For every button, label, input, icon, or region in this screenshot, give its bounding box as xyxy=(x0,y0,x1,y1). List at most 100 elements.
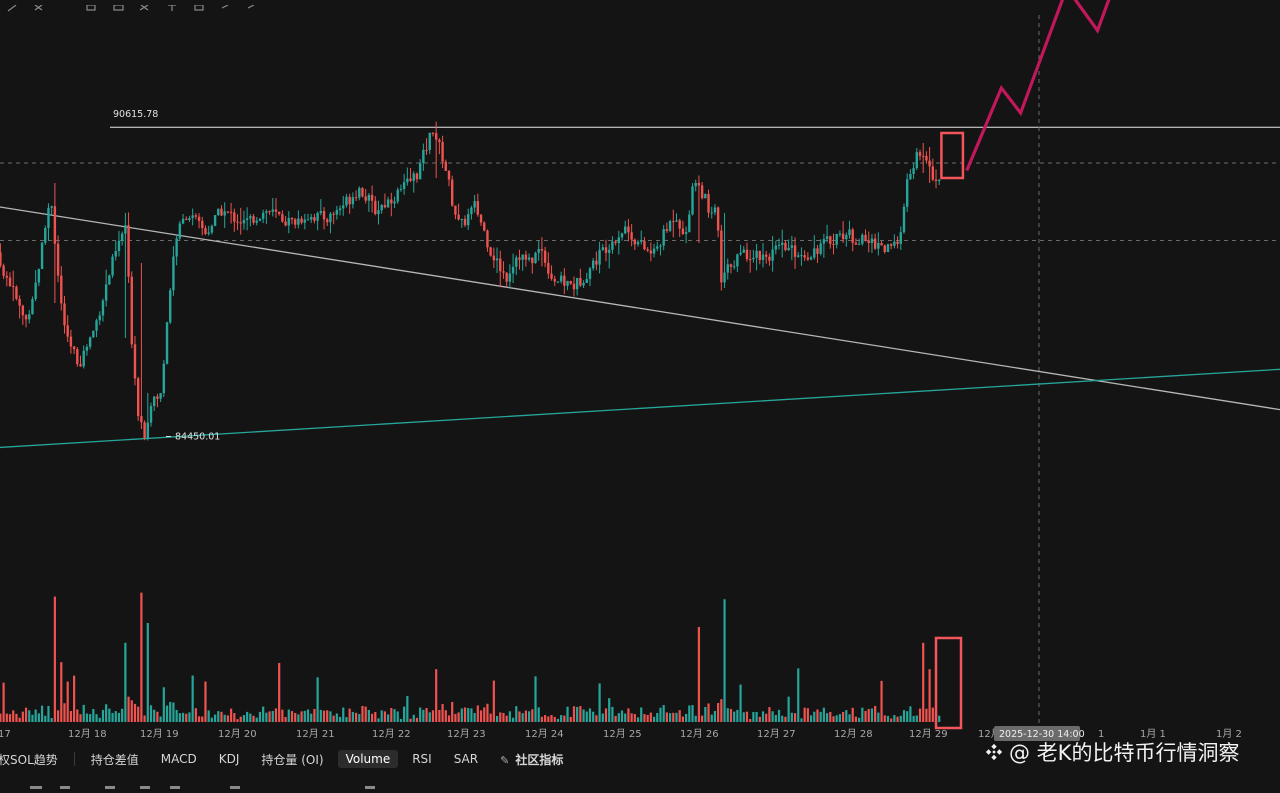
volume-bars xyxy=(0,592,941,722)
candle-body xyxy=(444,161,447,172)
volume-bar xyxy=(76,709,79,722)
candle-body xyxy=(912,168,915,174)
candle-body xyxy=(104,284,108,301)
volume-bar xyxy=(364,706,367,722)
candle-body xyxy=(156,396,159,399)
candle-body xyxy=(889,244,893,246)
volume-bar xyxy=(217,711,220,722)
volume-bar xyxy=(146,623,149,722)
volume-bar xyxy=(803,707,806,722)
candle-body xyxy=(684,232,688,234)
volume-bar xyxy=(627,708,630,722)
volume-bar xyxy=(377,718,380,722)
volume-bar xyxy=(374,712,377,722)
candle-body xyxy=(322,211,326,220)
candle-body xyxy=(172,256,175,291)
volume-bar xyxy=(271,711,274,722)
candle-body xyxy=(63,303,66,326)
volume-bar xyxy=(813,711,816,722)
indicator-oi-delta[interactable]: 持仓差值 xyxy=(90,752,139,767)
ascending-trendline xyxy=(0,368,1280,449)
volume-bar xyxy=(169,701,172,722)
candle-body xyxy=(822,239,826,244)
volume-bar xyxy=(133,703,137,722)
volume-bar xyxy=(928,669,931,722)
volume-bar xyxy=(842,711,845,722)
volume-bar xyxy=(44,715,47,722)
volume-bar xyxy=(79,714,82,722)
candle-body xyxy=(864,234,867,241)
indicator-rsi[interactable]: RSI xyxy=(412,752,432,766)
volume-bar xyxy=(604,708,608,722)
candle-body xyxy=(748,259,752,261)
volume-bar xyxy=(207,710,210,722)
candle-body xyxy=(691,186,694,215)
candle-body xyxy=(915,152,918,169)
indicator-sar[interactable]: SAR xyxy=(453,752,479,766)
volume-bar xyxy=(479,710,483,722)
volume-bar xyxy=(242,715,246,722)
candle-body xyxy=(178,223,182,239)
candle-body xyxy=(547,262,550,274)
indicator-community[interactable]: ✎ 社区指标 xyxy=(492,749,571,770)
indicator-oi[interactable]: 持仓量 (OI) xyxy=(261,752,324,767)
candle-body xyxy=(265,211,268,213)
volume-bar xyxy=(569,716,572,722)
text-icon xyxy=(113,4,124,11)
x-tick-label: 12月 21 xyxy=(296,728,335,740)
volume-bar xyxy=(685,713,688,722)
volume-bar xyxy=(114,711,117,722)
volume-bar xyxy=(447,715,451,722)
volume-bar xyxy=(284,717,287,722)
volume-bar xyxy=(787,696,790,722)
indicator-sol-trend[interactable]: 权SOL趋势 xyxy=(0,752,58,767)
candle-body xyxy=(130,276,133,345)
descending-trendline xyxy=(0,206,1280,411)
candle-body xyxy=(534,252,537,264)
volume-bar xyxy=(143,715,146,722)
volume-bar xyxy=(310,713,313,722)
indicator-macd[interactable]: MACD xyxy=(160,752,197,766)
volume-bar xyxy=(56,710,60,722)
candle-body xyxy=(755,250,758,258)
candle-body xyxy=(281,214,284,222)
drawing-toolbar[interactable] xyxy=(0,0,270,12)
candle-body xyxy=(223,211,226,216)
candle-body xyxy=(133,344,137,379)
candle-body xyxy=(34,282,37,300)
volume-bar xyxy=(874,705,877,722)
candle-body xyxy=(765,254,768,257)
volume-bar xyxy=(701,715,704,722)
candle-body xyxy=(319,211,323,213)
volume-bar xyxy=(121,708,124,722)
candle-body xyxy=(364,196,367,201)
volume-bar xyxy=(659,707,662,722)
volume-bar xyxy=(300,711,303,722)
candle-body xyxy=(201,220,204,229)
indicator-volume[interactable]: Volume xyxy=(337,750,399,768)
indicator-kdj[interactable]: KDJ xyxy=(218,752,240,766)
volume-bar xyxy=(867,708,870,722)
volume-bar xyxy=(624,713,627,722)
candle-body xyxy=(406,178,409,183)
binance-logo-icon xyxy=(985,743,1003,761)
volume-bar xyxy=(909,706,912,722)
volume-bar xyxy=(707,703,710,722)
candle-body xyxy=(101,300,105,316)
volume-bar xyxy=(861,707,864,722)
candle-body xyxy=(351,197,355,205)
candle-body xyxy=(441,141,444,162)
candle-body xyxy=(124,225,127,234)
volume-bar xyxy=(130,700,133,722)
candle-body xyxy=(931,166,935,180)
x-tick-label: 12月 23 xyxy=(447,728,486,740)
volume-bar xyxy=(906,711,909,722)
volume-bar xyxy=(531,709,534,722)
volume-bar xyxy=(467,708,470,722)
candle-body xyxy=(88,337,92,347)
volume-bar xyxy=(89,714,92,722)
volume-bar xyxy=(98,717,101,722)
volume-bar xyxy=(194,708,197,722)
